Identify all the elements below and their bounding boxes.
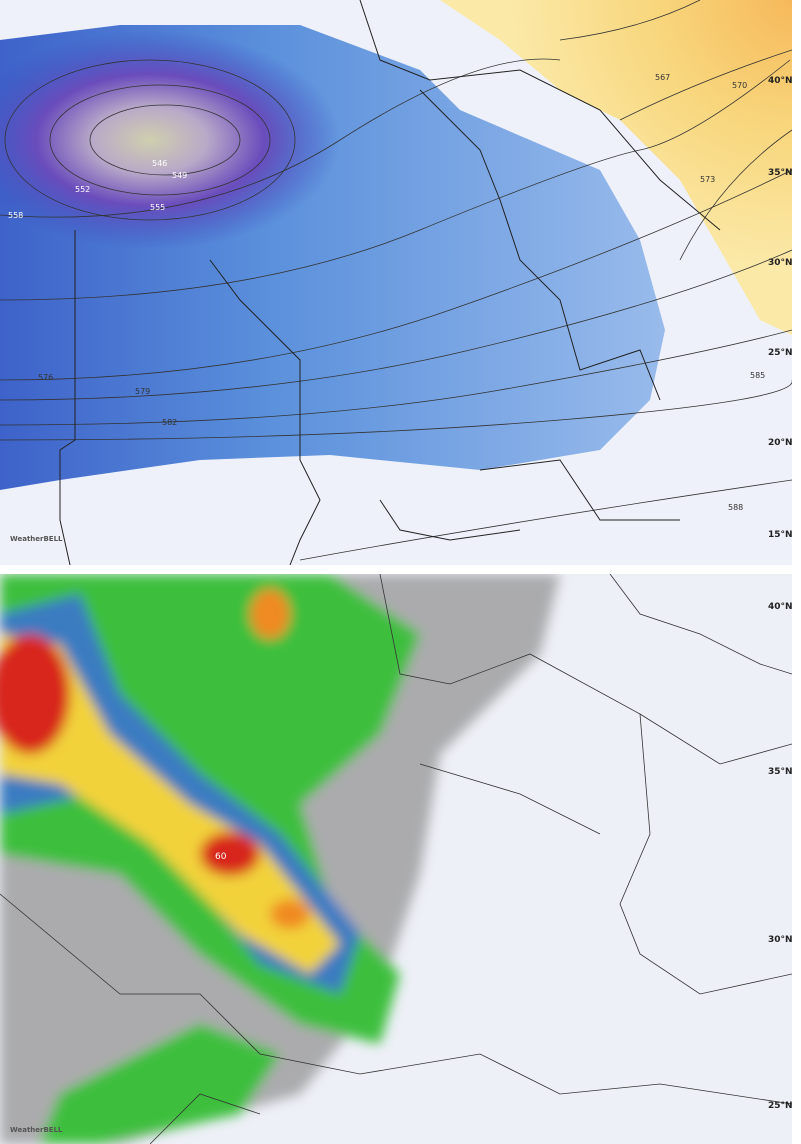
- geopotential-height-map: 546 549 552 555 558 567 570 573 576 579 …: [0, 0, 792, 565]
- svg-text:546: 546: [152, 159, 167, 168]
- yellow-precip-area: [0, 634, 340, 974]
- svg-text:549: 549: [172, 171, 187, 180]
- svg-text:576: 576: [38, 373, 53, 382]
- svg-text:570: 570: [732, 81, 747, 90]
- height-anomaly-field: 546 549 552 555 558 567 570 573 576 579 …: [0, 0, 792, 565]
- latitude-label: 35°N: [768, 168, 792, 178]
- latitude-label: 35°N: [768, 767, 792, 777]
- svg-text:582: 582: [162, 418, 177, 427]
- height-contours: [0, 0, 792, 561]
- max-precip-label: 60: [215, 852, 227, 862]
- latitude-label: 20°N: [768, 438, 792, 448]
- svg-text:558: 558: [8, 211, 23, 220]
- latitude-label: 40°N: [768, 602, 792, 612]
- svg-text:588: 588: [728, 503, 743, 512]
- svg-text:552: 552: [75, 185, 90, 194]
- weatherbell-logo: WeatherBELL: [10, 1126, 63, 1134]
- svg-text:573: 573: [700, 175, 715, 184]
- svg-text:567: 567: [655, 73, 670, 82]
- borders: [59, 0, 721, 565]
- ridge-area: [440, 0, 792, 335]
- latitude-label: 25°N: [768, 348, 792, 358]
- contour-labels: 546 549 552 555 558 567 570 573 576 579 …: [8, 73, 765, 512]
- latitude-label: 40°N: [768, 76, 792, 86]
- svg-text:579: 579: [135, 387, 150, 396]
- precipitation-map: 60 40°N 35°N 30°N 25°N WeatherBELL: [0, 574, 792, 1144]
- borders: [0, 574, 792, 1144]
- weatherbell-logo: WeatherBELL: [10, 535, 63, 543]
- precipitation-field: 60: [0, 574, 792, 1144]
- svg-text:585: 585: [750, 371, 765, 380]
- red-precip-core: [0, 634, 70, 754]
- latitude-label: 30°N: [768, 258, 792, 268]
- latitude-label: 15°N: [768, 530, 792, 540]
- latitude-label: 30°N: [768, 935, 792, 945]
- latitude-label: 25°N: [768, 1101, 792, 1111]
- svg-text:555: 555: [150, 203, 165, 212]
- image-edge: [792, 0, 801, 1144]
